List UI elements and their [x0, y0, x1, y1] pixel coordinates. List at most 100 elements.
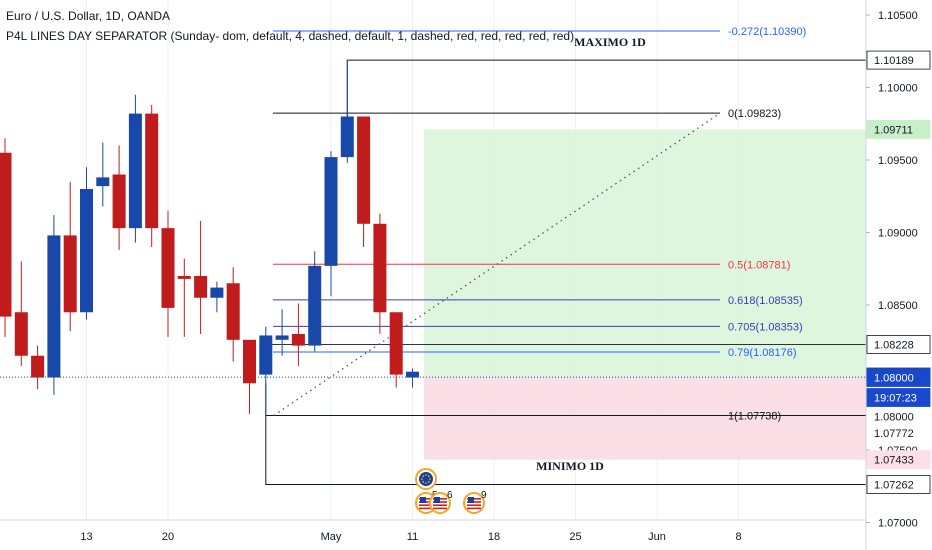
candle-body: [96, 177, 110, 187]
us-stripe: [419, 507, 433, 510]
time-axis-label: May: [321, 531, 342, 543]
candle-body: [308, 265, 322, 346]
price-badge-bg: [866, 388, 931, 407]
candle: [275, 309, 289, 356]
candle-body: [210, 287, 224, 298]
candle-body: [243, 339, 256, 384]
price-badge-bg: [866, 335, 931, 354]
eu-star: [428, 481, 430, 483]
candle: [0, 138, 12, 337]
us-stripe: [433, 507, 447, 510]
fib-level-label: 0.705(1.08353): [728, 321, 803, 333]
candle: [112, 145, 126, 250]
candle: [259, 326, 273, 411]
candle: [161, 210, 175, 337]
price-badge-bg: [866, 50, 931, 70]
price-badge-label: 1.07433: [874, 455, 914, 467]
time-axis-label: 18: [488, 531, 500, 543]
us-flag-icon[interactable]: [429, 492, 451, 514]
price-badge-label: 1.09711: [874, 124, 913, 136]
time-axis-label: 13: [80, 531, 92, 543]
fib-level-label: 0(1.09823): [728, 108, 781, 120]
candle-body: [128, 113, 142, 229]
plot-area: -0.272(1.10390) 0(1.09823) 0.5(1.08781) 0.6…: [0, 0, 866, 520]
candle: [96, 142, 110, 207]
price-tick-label: 1.08500: [878, 300, 918, 312]
us-canton: [468, 497, 474, 503]
us-flag-icon[interactable]: [463, 492, 485, 514]
candle-body: [161, 228, 175, 308]
price-badge-label: 1.08000: [874, 412, 914, 424]
candle-body: [112, 174, 126, 229]
us-stripe: [467, 507, 481, 510]
candle: [194, 220, 208, 334]
profit-zone: [424, 129, 866, 378]
candle: [177, 258, 191, 337]
max-line: [346, 59, 866, 117]
max-label: MAXIMO 1D: [574, 35, 646, 49]
eu-flag-fill: [419, 472, 433, 486]
candle: [308, 251, 322, 352]
eu-star: [429, 478, 431, 480]
candle-body: [31, 355, 45, 378]
price-badge-label: 1.08000: [874, 373, 914, 385]
min-line: [265, 383, 866, 486]
min-label: MINIMO 1D: [536, 459, 604, 473]
price-badge: 1.08000: [866, 368, 931, 387]
price-badge: 1.07433: [866, 450, 931, 470]
time-axis-label: 25: [569, 531, 581, 543]
candle-body: [80, 189, 93, 313]
candle-body: [291, 334, 305, 346]
eu-star: [425, 482, 427, 484]
price-badge: 1.07772: [866, 423, 931, 443]
us-stripe: [433, 504, 447, 506]
event-count: 9: [481, 490, 487, 501]
price-badge: 1.09711: [866, 120, 931, 139]
indicator-title: P4L LINES DAY SEPARATOR (Sunday- dom, de…: [6, 29, 575, 43]
price-badge: 1.07262: [866, 475, 931, 494]
candle-body: [373, 223, 387, 313]
candle: [291, 303, 305, 366]
time-axis-label: 20: [162, 531, 174, 543]
candle: [243, 339, 256, 414]
candle: [210, 281, 224, 313]
fib-level-label: 0.5(1.08781): [728, 259, 790, 271]
candle-body: [340, 116, 354, 158]
eu-flag-icon[interactable]: [415, 468, 437, 490]
symbol-title: Euro / U.S. Dollar, 1D, OANDA: [6, 9, 171, 23]
candle: [226, 267, 240, 362]
candle: [389, 312, 403, 388]
candle-body: [63, 235, 77, 313]
candle: [373, 213, 387, 334]
candle-body: [177, 276, 191, 279]
price-badge: 1.08228: [866, 335, 931, 354]
loss-zone: [424, 377, 866, 460]
fib-level-label: 0.79(1.08176): [728, 347, 797, 359]
eu-star: [421, 478, 423, 480]
candle: [31, 345, 45, 390]
price-badge-label: 1.07262: [874, 480, 914, 492]
fib-level-label: 1(1.07738): [728, 410, 781, 422]
us-stripe: [419, 504, 433, 506]
price-badge: 19:07:23: [866, 388, 931, 407]
candle-body: [406, 371, 419, 378]
eu-star: [428, 475, 430, 477]
price-badge-bg: [866, 450, 931, 470]
candle-body: [194, 276, 208, 298]
candle: [406, 368, 419, 388]
candle: [340, 59, 354, 163]
price-badge-bg: [866, 475, 931, 494]
price-badge: 1.10189: [866, 50, 931, 70]
us-stripe: [467, 504, 481, 506]
price-tick-label: 1.07000: [878, 518, 918, 530]
price-badge-label: 1.08228: [874, 339, 914, 351]
price-tick-label: 1.09500: [878, 155, 918, 167]
candle: [145, 104, 159, 247]
candle: [80, 167, 93, 320]
candle-body: [226, 283, 240, 340]
price-tick-label: 1.09000: [878, 228, 918, 240]
price-badge-label: 1.10189: [874, 55, 914, 67]
candle-body: [324, 157, 338, 266]
candle-body: [357, 116, 371, 224]
